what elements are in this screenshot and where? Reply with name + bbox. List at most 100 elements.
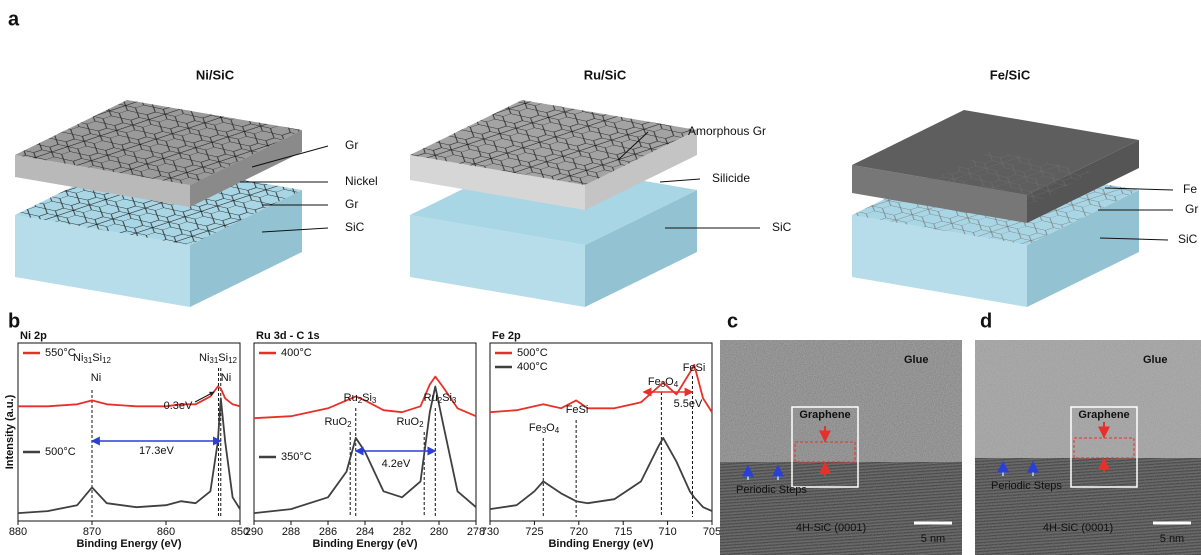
graphene-label: Graphene	[1078, 409, 1129, 421]
annotation-part: Fe	[529, 422, 542, 434]
x-tick-label: 282	[393, 526, 411, 538]
x-axis-label: Binding Energy (eV)	[312, 538, 417, 550]
annotation-part: 0.3eV	[164, 400, 193, 412]
annotation-part: RuO	[396, 416, 419, 428]
legend-label: 400°C	[281, 347, 312, 359]
x-axis-label: Binding Energy (eV)	[548, 538, 653, 550]
annotation: Fe3O4	[648, 376, 679, 389]
plot-frame	[254, 343, 476, 521]
x-tick-label: 280	[430, 526, 448, 538]
x-tick-label: 284	[356, 526, 374, 538]
annotation-part: Ru	[344, 392, 358, 404]
x-axis-label: Binding Energy (eV)	[76, 538, 181, 550]
figure: a b c d Ni/SiC Ru/SiC Fe/SiC Gr Nickel Gr SiC A…	[0, 0, 1201, 555]
x-tick-label: 730	[481, 526, 499, 538]
annotation-part: Ni	[73, 352, 83, 364]
x-tick-label: 870	[83, 526, 101, 538]
y-axis-label: Intensity (a.u.)	[4, 394, 16, 469]
annotation-part: 2	[419, 420, 424, 429]
annotation-part: 4	[674, 380, 679, 389]
panel-label: a	[8, 8, 20, 30]
shift-label: 17.3eV	[139, 445, 175, 457]
annotation: Fe3O4	[529, 422, 560, 435]
layer-label: SiC	[345, 220, 365, 234]
annotation-part: Si	[442, 392, 452, 404]
schematic-title: Ni/SiC	[196, 67, 235, 82]
schematic-title: Ru/SiC	[584, 67, 627, 82]
steps-label: Periodic Steps	[991, 480, 1062, 492]
layer-label: SiC	[1178, 232, 1198, 246]
graphene-label: Graphene	[799, 409, 850, 421]
layer-label: Gr	[1185, 202, 1198, 216]
annotation-part: Ru	[424, 392, 438, 404]
spectrum-line	[490, 438, 712, 511]
annotation-part: Ni	[91, 372, 101, 384]
annotation-part: 3	[452, 396, 457, 405]
annotation: Ni	[221, 372, 231, 384]
annotation-part: Ni	[199, 352, 209, 364]
annotation: 0.3eV	[164, 400, 193, 412]
panel-label: c	[727, 310, 738, 332]
annotation-part: 12	[102, 356, 111, 365]
steps-label: Periodic Steps	[736, 484, 807, 496]
legend-label: 350°C	[281, 451, 312, 463]
spectrum-line	[254, 387, 476, 514]
layer-label: Nickel	[345, 174, 378, 188]
x-tick-label: 720	[570, 526, 588, 538]
annotation-part: 12	[228, 356, 237, 365]
panel-label: b	[8, 310, 20, 332]
annotation-part: 3	[372, 396, 377, 405]
layer-label: Gr	[345, 138, 358, 152]
annotation-part: Si	[218, 352, 228, 364]
leader-line	[660, 179, 700, 182]
chart-title: Ni 2p	[20, 330, 47, 342]
x-tick-label: 288	[282, 526, 300, 538]
schematic-title: Fe/SiC	[990, 67, 1031, 82]
layer-label: Amorphous Gr	[688, 124, 766, 138]
annotation-part: Si	[92, 352, 102, 364]
scale-label: 5 nm	[921, 533, 945, 545]
annotation: FeSi	[683, 362, 706, 374]
x-tick-label: 725	[525, 526, 543, 538]
x-tick-label: 860	[157, 526, 175, 538]
layer-label: Gr	[345, 197, 358, 211]
annotation: FeSi	[566, 404, 589, 416]
annotation-part: FeSi	[566, 404, 589, 416]
tem-glue-label: Glue	[904, 354, 928, 366]
legend-label: 550°C	[45, 347, 76, 359]
layer-label: Fe	[1183, 182, 1197, 196]
chart-title: Ru 3d - C 1s	[256, 330, 320, 342]
layer-label: Silicide	[712, 171, 750, 185]
legend-label: 400°C	[517, 361, 548, 373]
x-tick-label: 715	[614, 526, 632, 538]
shift-label: 5.5eV	[674, 398, 703, 410]
annotation-part: FeSi	[683, 362, 706, 374]
annotation-part: 2	[347, 420, 352, 429]
substrate-label: 4H-SiC (0001)	[1043, 522, 1113, 534]
annotation: Ni31Si12	[73, 352, 112, 365]
annotation: Ru2Si3	[424, 392, 457, 405]
x-tick-label: 705	[703, 526, 721, 538]
annotation-part: Si	[362, 392, 372, 404]
tem-glue-label: Glue	[1143, 354, 1167, 366]
annotation: Ni31Si12	[199, 352, 238, 365]
annotation-part: Fe	[648, 376, 661, 388]
annotation: Ni	[91, 372, 101, 384]
x-tick-label: 710	[658, 526, 676, 538]
x-tick-label: 290	[245, 526, 263, 538]
scale-label: 5 nm	[1160, 533, 1184, 545]
x-tick-label: 880	[9, 526, 27, 538]
layer-label: SiC	[772, 220, 792, 234]
annotation: RuO2	[324, 416, 352, 429]
annotation: RuO2	[396, 416, 424, 429]
substrate-label: 4H-SiC (0001)	[796, 522, 866, 534]
x-tick-label: 286	[319, 526, 337, 538]
chart-title: Fe 2p	[492, 330, 521, 342]
annotation-part: RuO	[324, 416, 347, 428]
legend-label: 500°C	[517, 347, 548, 359]
annotation-part: 4	[555, 426, 560, 435]
legend-label: 500°C	[45, 446, 76, 458]
shift-label: 4.2eV	[382, 458, 411, 470]
annotation-part: Ni	[221, 372, 231, 384]
panel-label: d	[980, 310, 992, 332]
